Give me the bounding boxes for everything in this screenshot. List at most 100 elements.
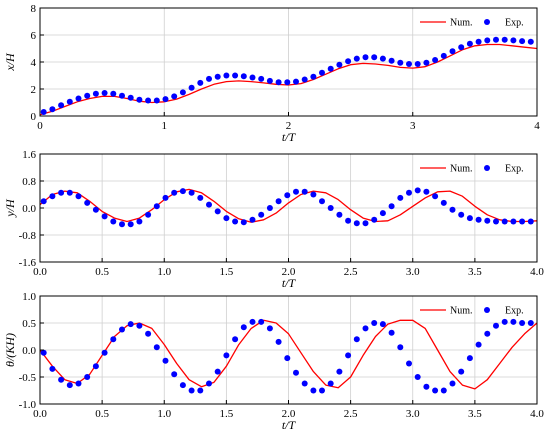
data-point-exp <box>301 380 308 387</box>
data-point-exp <box>319 387 325 394</box>
data-point-exp <box>145 211 152 218</box>
data-point-exp <box>406 189 412 196</box>
x-tick-label: 1.5 <box>220 408 234 420</box>
data-point-exp <box>414 374 421 380</box>
data-point-exp <box>519 320 526 326</box>
data-point-exp <box>501 36 508 43</box>
data-point-exp <box>153 344 160 351</box>
data-point-exp <box>379 55 386 62</box>
x-axis-label: t/T <box>282 418 297 432</box>
data-point-exp <box>397 59 404 66</box>
data-point-exp <box>345 352 352 359</box>
data-point-exp <box>249 74 256 81</box>
data-point-exp <box>171 371 178 378</box>
data-point-exp <box>101 90 108 96</box>
data-point-exp <box>275 79 282 86</box>
x-tick-label: 2.5 <box>344 266 358 278</box>
data-point-exp <box>336 211 343 218</box>
data-point-exp <box>171 189 178 196</box>
data-point-exp <box>519 38 526 45</box>
data-point-exp <box>162 96 169 103</box>
data-point-exp <box>49 365 56 372</box>
data-point-exp <box>179 382 186 389</box>
data-point-exp <box>266 77 273 84</box>
x-tick-label: 1 <box>162 120 168 132</box>
data-point-exp <box>362 325 369 332</box>
data-point-exp <box>258 318 265 325</box>
data-point-exp <box>414 61 421 67</box>
x-tick-label: 1.0 <box>157 408 171 420</box>
data-point-exp <box>136 218 143 225</box>
data-point-exp <box>162 357 169 364</box>
data-point-exp <box>397 344 404 351</box>
data-point-exp <box>214 368 221 375</box>
y-tick-label: 6 <box>31 30 37 42</box>
data-point-exp <box>353 336 360 343</box>
data-point-exp <box>75 380 82 387</box>
data-point-exp <box>119 326 125 333</box>
data-point-exp <box>188 84 195 91</box>
data-point-exp <box>284 355 291 362</box>
data-point-exp <box>327 380 334 387</box>
data-point-exp <box>388 329 395 336</box>
data-point-exp <box>127 321 134 328</box>
data-point-exp <box>249 318 256 325</box>
data-point-exp <box>153 97 160 104</box>
y-tick-label: 0.0 <box>22 203 36 215</box>
data-point-exp <box>388 57 395 64</box>
data-point-exp <box>440 52 447 59</box>
data-point-exp <box>284 192 291 199</box>
data-point-exp <box>475 216 482 223</box>
data-point-exp <box>127 221 134 228</box>
data-point-exp <box>432 193 439 200</box>
y-tick-label: -0.5 <box>19 372 37 384</box>
y-tick-label: -1.0 <box>19 399 37 411</box>
x-tick-label: 0.0 <box>33 266 47 278</box>
data-point-exp <box>345 58 352 65</box>
data-point-exp <box>153 203 160 210</box>
data-point-exp <box>284 79 291 86</box>
legend-exp-swatch <box>484 19 490 25</box>
y-tick-label: 0 <box>31 111 37 123</box>
data-point-exp <box>110 336 117 343</box>
data-point-exp <box>510 318 517 325</box>
data-point-exp <box>458 211 465 218</box>
data-point-exp <box>66 98 73 105</box>
data-point-exp <box>258 211 265 218</box>
data-point-exp <box>84 199 91 206</box>
x-tick-label: 0.0 <box>33 408 47 420</box>
data-point-exp <box>75 193 82 200</box>
data-point-exp <box>92 90 99 97</box>
data-point-exp <box>84 374 91 380</box>
data-point-exp <box>319 198 325 205</box>
data-point-exp <box>388 203 395 210</box>
data-point-exp <box>145 330 152 337</box>
data-point-exp <box>232 218 239 225</box>
data-point-exp <box>310 73 317 80</box>
data-point-exp <box>527 38 534 45</box>
data-point-exp <box>101 349 108 356</box>
y-axis-label: θ/(KH) <box>3 333 17 367</box>
data-point-exp <box>484 330 491 337</box>
data-point-exp <box>501 218 508 225</box>
x-tick-label: 4 <box>534 120 540 132</box>
legend-num-label: Num. <box>450 164 473 175</box>
x-tick-label: 3 <box>410 120 416 132</box>
data-point-exp <box>493 218 499 225</box>
x-tick-label: 2 <box>286 120 292 132</box>
data-point-exp <box>223 215 230 222</box>
data-point-exp <box>197 79 204 86</box>
data-point-exp <box>449 48 456 55</box>
data-point-exp <box>232 336 239 343</box>
y-tick-label: 8 <box>31 3 37 15</box>
data-point-exp <box>362 220 369 227</box>
data-point-exp <box>371 216 378 223</box>
data-point-exp <box>345 217 352 224</box>
data-point-exp <box>40 109 47 115</box>
x-tick-label: 3.5 <box>468 408 482 420</box>
data-point-exp <box>136 322 143 329</box>
data-point-exp <box>206 201 212 208</box>
data-point-exp <box>475 38 482 45</box>
data-point-exp <box>493 322 499 329</box>
